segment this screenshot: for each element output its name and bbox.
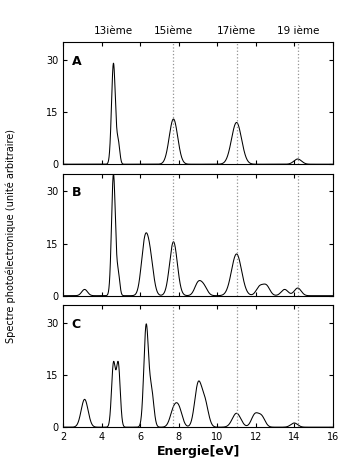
Text: 17ième: 17ième	[217, 26, 256, 36]
Text: 19 ième: 19 ième	[276, 26, 319, 36]
Text: C: C	[72, 318, 81, 330]
Text: 15ième: 15ième	[154, 26, 193, 36]
Text: B: B	[72, 186, 81, 199]
X-axis label: Energie[eV]: Energie[eV]	[156, 445, 240, 458]
Text: A: A	[72, 55, 81, 67]
Text: Spectre photoélectronique (unité arbitraire): Spectre photoélectronique (unité arbitra…	[5, 129, 15, 343]
Text: 13ième: 13ième	[94, 26, 133, 36]
